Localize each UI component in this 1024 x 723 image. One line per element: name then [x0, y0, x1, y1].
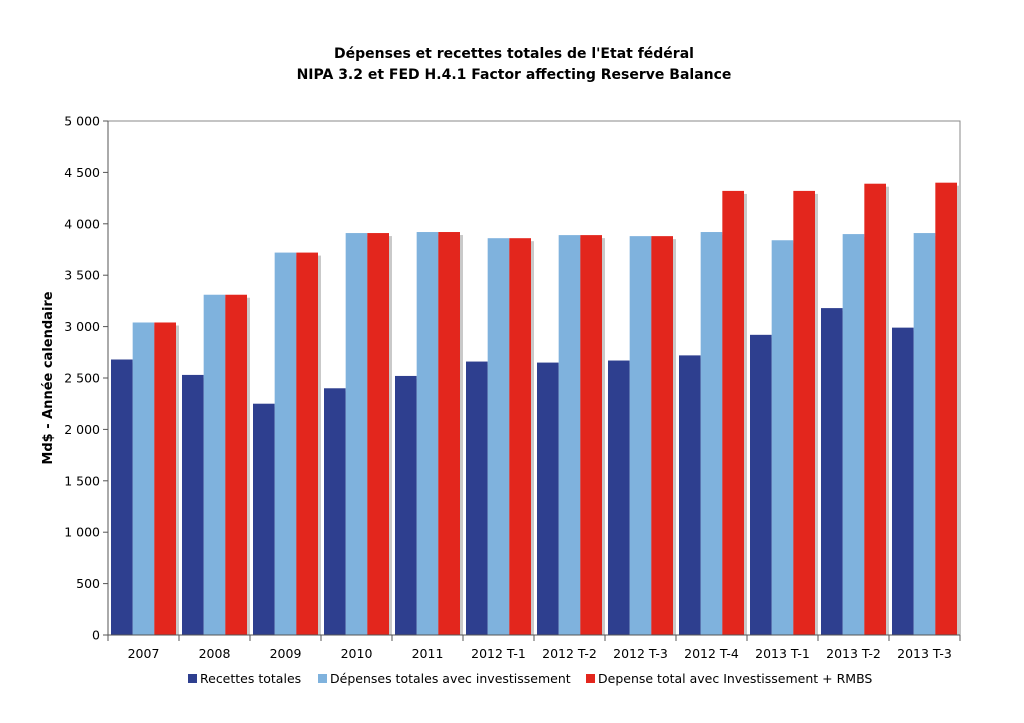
y-tick-label: 3 500 [64, 268, 100, 283]
y-axis-label: Md$ - Année calendaire [41, 291, 56, 464]
bar [722, 190, 744, 636]
legend-swatch [586, 674, 595, 683]
bar [913, 233, 936, 635]
bar [395, 375, 417, 635]
bar [771, 240, 794, 636]
bar [793, 190, 815, 636]
legend-label: Dépenses totales avec investissement [330, 671, 571, 686]
bar [345, 233, 368, 635]
bar [367, 233, 389, 635]
bar [935, 182, 957, 635]
y-tick-label: 1 000 [64, 525, 100, 540]
y-tick-label: 500 [76, 576, 100, 591]
bar [487, 238, 510, 635]
bar [580, 235, 602, 635]
legend-label: Recettes totales [200, 671, 301, 686]
bar [842, 234, 865, 635]
x-tick-label: 2010 [341, 646, 373, 661]
bar [274, 252, 297, 636]
legend-swatch [188, 674, 197, 683]
bar [700, 232, 723, 636]
chart-title: Dépenses et recettes totales de l'Etat f… [334, 46, 694, 62]
bar [225, 294, 247, 635]
x-tick-label: 2012 T-2 [542, 646, 597, 661]
bar [296, 252, 318, 636]
x-tick-label: 2013 T-2 [826, 646, 881, 661]
x-tick-label: 2007 [128, 646, 160, 661]
x-tick-label: 2009 [270, 646, 302, 661]
bar [324, 388, 346, 635]
y-tick-label: 4 000 [64, 216, 100, 231]
bar [821, 308, 843, 635]
bar [629, 236, 652, 636]
bar [253, 403, 275, 635]
bar [537, 362, 559, 635]
legend: Recettes totales Dépenses totales avec in… [188, 671, 872, 686]
x-axis: 2007 2008 2009 2010 2011 2012 T-1 2012 T-2 2012… [107, 634, 961, 661]
bar [438, 232, 460, 636]
y-tick-label: 5 000 [64, 114, 100, 129]
legend-label: Depense total avec Investissement + RMBS [598, 671, 872, 686]
x-tick-label: 2011 [412, 646, 444, 661]
bars [111, 182, 960, 636]
bar [750, 334, 772, 635]
bar [416, 232, 439, 636]
y-tick-label: 1 500 [64, 473, 100, 488]
bar [509, 238, 531, 635]
x-tick-label: 2012 T-3 [613, 646, 668, 661]
y-tick-label: 4 500 [64, 165, 100, 180]
x-tick-label: 2012 T-4 [684, 646, 739, 661]
bar [558, 235, 581, 635]
legend-swatch [318, 674, 327, 683]
bar [182, 374, 204, 635]
x-tick-label: 2012 T-1 [471, 646, 526, 661]
y-tick-label: 2 000 [64, 422, 100, 437]
bar [679, 355, 701, 635]
bar [111, 359, 133, 635]
y-tick-label: 2 500 [64, 371, 100, 386]
y-axis: 0 500 1 000 1 500 2 000 2 500 3 000 3 500 4 000 4… [64, 114, 109, 643]
bar [466, 361, 488, 635]
bar [203, 294, 226, 635]
x-tick-label: 2013 T-3 [897, 646, 952, 661]
bar [651, 236, 673, 636]
bar [864, 183, 886, 635]
x-tick-label: 2013 T-1 [755, 646, 810, 661]
bar [132, 322, 155, 635]
chart-subtitle: NIPA 3.2 et FED H.4.1 Factor affecting R… [297, 67, 732, 83]
y-tick-label: 3 000 [64, 319, 100, 334]
x-tick-label: 2008 [199, 646, 231, 661]
y-tick-label: 0 [92, 628, 100, 643]
bar [608, 360, 630, 635]
bar [892, 327, 914, 635]
bar [154, 322, 176, 635]
